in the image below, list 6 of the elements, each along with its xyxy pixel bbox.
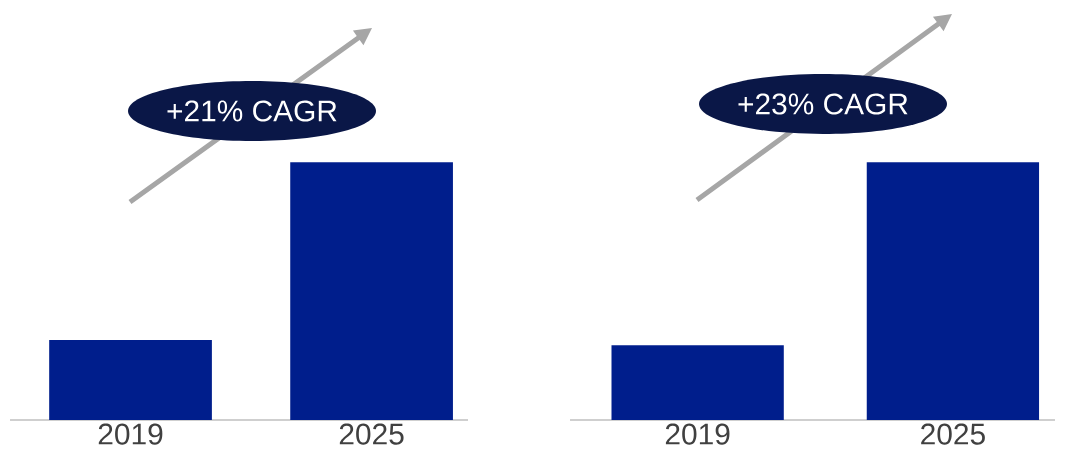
text: +21% CAGR xyxy=(167,100,337,122)
x-tick-label: 2025 xyxy=(339,423,404,445)
text: +23% CAGR xyxy=(738,93,908,115)
x-tick-label: 2019 xyxy=(98,423,163,445)
x-tick-label: 2025 xyxy=(921,423,985,445)
x-tick-label: 2019 xyxy=(665,423,730,445)
